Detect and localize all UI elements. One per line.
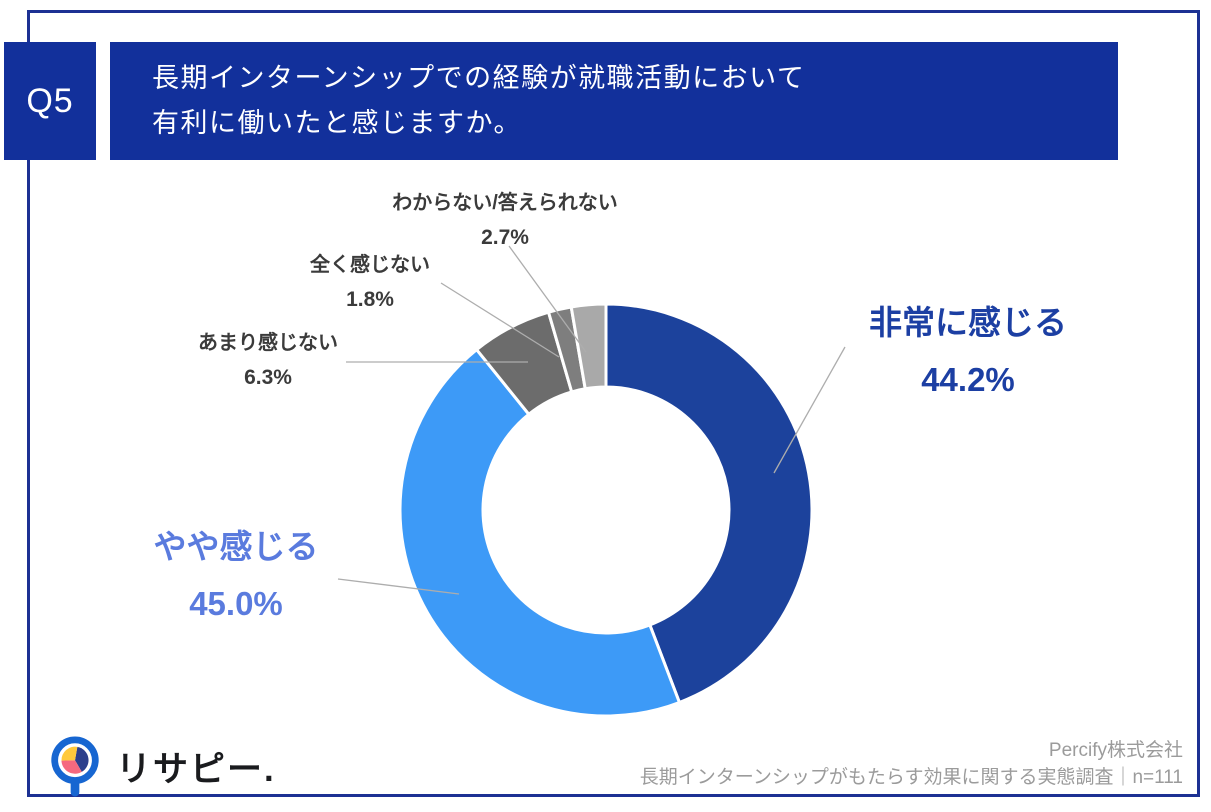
callout-mattaku: 全く感じない 1.8% [310,248,430,312]
callout-hijou-label: 非常に感じる [869,304,1067,341]
callout-amari: あまり感じない 6.3% [198,326,338,390]
callout-wakaranai: わからない/答えられない 2.7% [392,186,618,250]
leader-line-wakaranai [508,245,587,353]
leader-line-yaya [337,578,460,595]
survey-credit: Percify株式会社 長期インターンシップがもたらす効果に関する実態調査｜n=… [640,738,1183,791]
resapi-logo: リサピー. [46,734,276,798]
callout-mattaku-pct: 1.8% [346,288,394,311]
question-number-badge: Q5 [4,42,96,160]
callout-wakaranai-label: わからない/答えられない [392,192,618,214]
callout-wakaranai-pct: 2.7% [481,226,529,249]
callout-yaya-pct: 45.0% [189,585,283,622]
question-number-label: Q5 [26,81,74,120]
credit-company: Percify株式会社 [1048,740,1183,761]
leader-line-mattaku [440,282,560,358]
leader-line-hijou [773,346,846,474]
question-title-line1: 長期インターンシップでの経験が就職活動において [152,63,806,94]
logo-pie-navy-slice [75,746,89,772]
resapi-logo-text: リサピー. [116,749,276,789]
donut-slice-4 [569,302,608,391]
donut-slice-0 [604,302,814,705]
callout-amari-label: あまり感じない [198,332,338,354]
logo-pie-pink-slice [61,760,82,774]
resapi-logo-icon [51,736,99,797]
credit-survey-line: 長期インターンシップがもたらす効果に関する実態調査｜n=111 [639,766,1183,788]
callout-hijou: 非常に感じる 44.2% [869,296,1067,399]
donut-slice-1 [398,347,682,718]
callout-mattaku-label: 全く感じない [310,254,430,276]
callout-yaya-label: やや感じる [153,528,319,565]
question-title-line2: 有利に働いたと感じますか。 [152,108,522,138]
leader-lines [337,245,846,595]
callout-yaya: やや感じる 45.0% [154,520,319,623]
callout-amari-pct: 6.3% [244,366,292,389]
logo-pie-yellow-slice [61,746,78,761]
callout-hijou-pct: 44.2% [921,361,1015,398]
question-title-bar: 長期インターンシップでの経験が就職活動において 有利に働いたと感じますか。 [110,42,1118,160]
donut-chart [398,302,814,718]
